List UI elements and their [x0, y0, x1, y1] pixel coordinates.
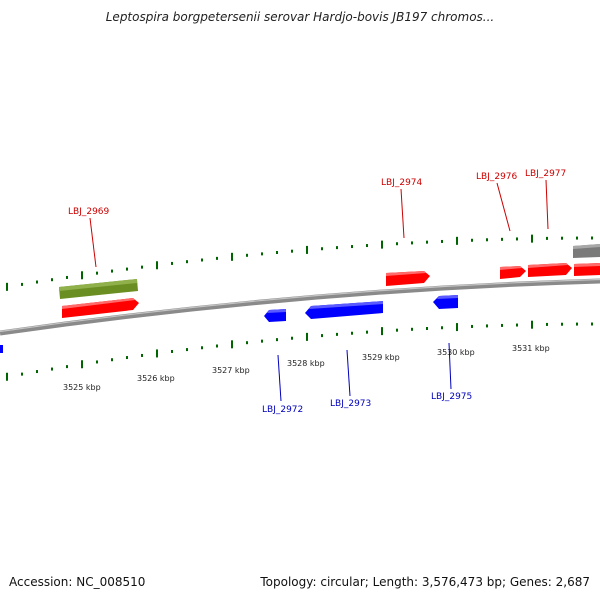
- gene-arrow-edge-reverse[interactable]: [0, 345, 3, 353]
- leader-lbj-2969: [89, 217, 97, 268]
- gene-label-lbj-2975[interactable]: LBJ_2975: [431, 392, 472, 402]
- reverse-tick-row: [6, 320, 593, 381]
- gene-label-lbj-2972[interactable]: LBJ_2972: [262, 405, 303, 415]
- gene-label-lbj-2976[interactable]: LBJ_2976: [476, 172, 518, 182]
- gene-arrow-lbj-2975[interactable]: [433, 295, 458, 309]
- scale-label-3525: 3525 kbp: [63, 383, 101, 392]
- leader-lbj-2975: [448, 342, 452, 390]
- gene-arrow-edge-forward[interactable]: [574, 263, 600, 276]
- gene-label-lbj-2974[interactable]: LBJ_2974: [381, 178, 423, 188]
- leader-lbj-2974: [400, 188, 405, 239]
- accession-text: Accession: NC_008510: [9, 575, 146, 589]
- gene-arrow-lbj-2974[interactable]: [386, 271, 430, 286]
- gene-arrow-lbj-2973[interactable]: [305, 301, 383, 319]
- scale-label-3527: 3527 kbp: [212, 366, 250, 375]
- scale-label-3528: 3528 kbp: [287, 359, 325, 368]
- chromosome-backbone: [0, 278, 600, 336]
- gene-arrow-lbj-2977[interactable]: [528, 263, 572, 277]
- leader-lbj-2977: [545, 179, 549, 230]
- scale-label-3526: 3526 kbp: [137, 374, 175, 383]
- gene-arrow-lbj-2969-highlight[interactable]: [59, 279, 138, 299]
- scale-label-3531: 3531 kbp: [512, 344, 550, 353]
- map-title: Leptospira borgpetersenii serovar Hardjo…: [105, 10, 495, 24]
- scale-label-3529: 3529 kbp: [362, 353, 400, 362]
- feature-block-gray[interactable]: [573, 244, 600, 258]
- gene-label-lbj-2973[interactable]: LBJ_2973: [330, 399, 371, 409]
- topology-summary: Topology: circular; Length: 3,576,473 bp…: [260, 575, 590, 589]
- gene-arrow-lbj-2969[interactable]: [62, 298, 139, 318]
- gene-arrow-lbj-2972[interactable]: [264, 309, 286, 322]
- leader-lbj-2973: [346, 349, 351, 397]
- gene-arrow-lbj-2976[interactable]: [500, 266, 526, 279]
- gene-label-lbj-2977[interactable]: LBJ_2977: [525, 169, 566, 179]
- leader-lbj-2976: [496, 182, 511, 232]
- leader-lbj-2972: [277, 354, 282, 402]
- gene-label-lbj-2969[interactable]: LBJ_2969: [68, 207, 110, 217]
- scale-label-3530: 3530 kbp: [437, 348, 475, 357]
- forward-tick-row: [6, 234, 593, 291]
